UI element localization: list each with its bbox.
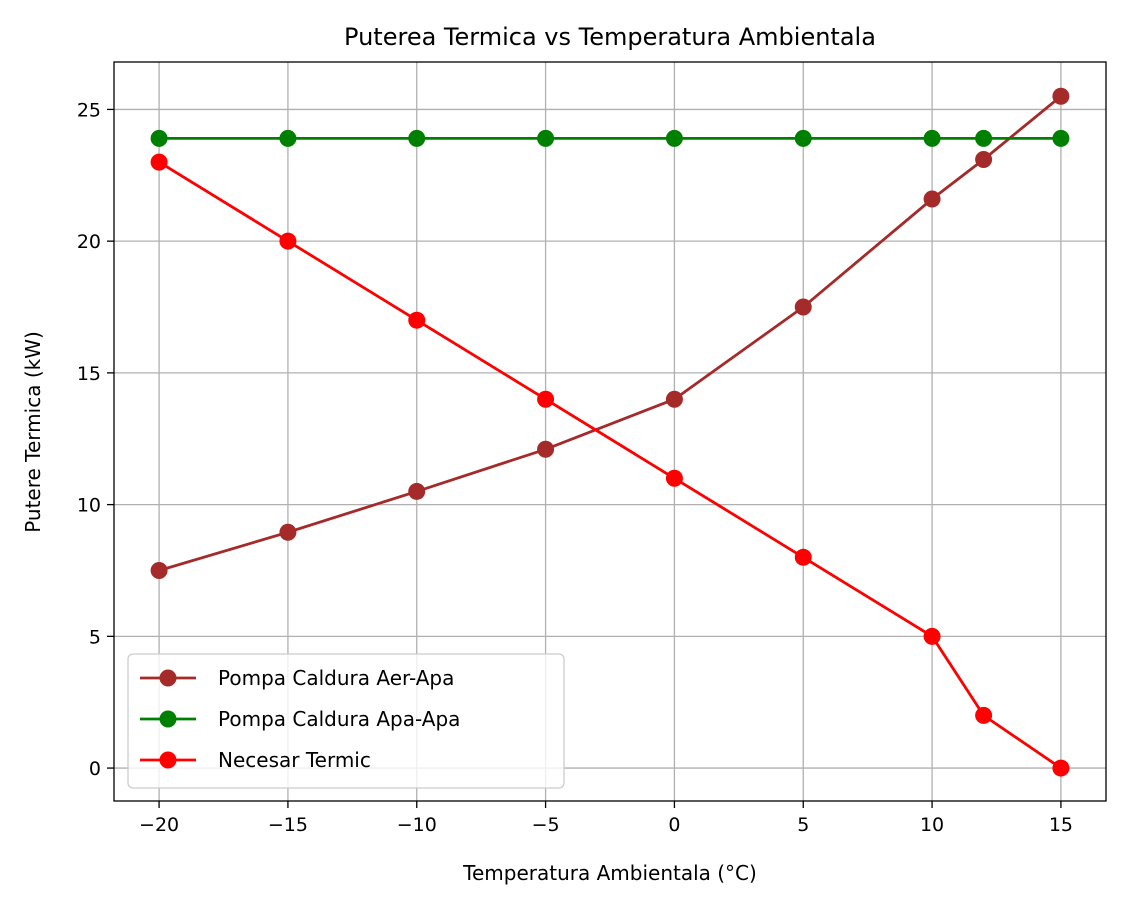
data-point [408, 311, 426, 329]
x-axis-label: Temperatura Ambientala (°C) [462, 861, 757, 885]
x-tick-label: −10 [397, 814, 437, 836]
legend: Pompa Caldura Aer-Apa Pompa Caldura Apa-A… [127, 653, 565, 789]
data-point [408, 129, 426, 147]
data-point [537, 129, 555, 147]
data-point [279, 523, 297, 541]
data-point [794, 129, 812, 147]
data-point [975, 706, 993, 724]
x-tick-label: 10 [920, 814, 944, 836]
y-tick-label: 25 [77, 99, 101, 121]
data-point [665, 390, 683, 408]
x-tick-label: 0 [668, 814, 680, 836]
data-point [1052, 129, 1070, 147]
y-tick-label: 20 [77, 231, 101, 253]
y-axis-label: Putere Termica (kW) [21, 331, 45, 533]
ticks: −20 −15 −10 −5 0 5 10 15 0 5 10 15 20 25 [77, 99, 1073, 836]
y-tick-label: 5 [89, 626, 101, 648]
legend-marker [159, 751, 177, 769]
x-tick-label: −20 [139, 814, 179, 836]
data-point [923, 190, 941, 208]
data-point [408, 482, 426, 500]
x-tick-label: 15 [1049, 814, 1073, 836]
data-point [1052, 759, 1070, 777]
data-point [1052, 87, 1070, 105]
data-point [665, 469, 683, 487]
data-point [150, 153, 168, 171]
data-point [923, 129, 941, 147]
data-point [975, 129, 993, 147]
data-point [537, 390, 555, 408]
grid [114, 62, 1106, 801]
x-tick-label: 5 [797, 814, 809, 836]
chart-title: Puterea Termica vs Temperatura Ambiental… [344, 23, 876, 51]
legend-label: Pompa Caldura Aer-Apa [218, 666, 454, 690]
series-0 [150, 87, 1070, 579]
legend-label: Pompa Caldura Apa-Apa [218, 707, 460, 731]
data-point [975, 150, 993, 168]
y-tick-label: 10 [77, 495, 101, 517]
plot-frame [113, 61, 1107, 802]
data-point [150, 561, 168, 579]
series-group [150, 87, 1070, 777]
data-point [665, 129, 683, 147]
data-point [150, 129, 168, 147]
legend-label: Necesar Termic [218, 748, 371, 772]
data-point [794, 298, 812, 316]
x-tick-label: −5 [532, 814, 560, 836]
y-tick-label: 0 [89, 758, 101, 780]
legend-marker [159, 710, 177, 728]
series-line [158, 95, 1062, 572]
legend-box [127, 653, 565, 789]
data-point [537, 440, 555, 458]
y-tick-label: 15 [77, 363, 101, 385]
series-1 [150, 129, 1070, 147]
data-point [279, 129, 297, 147]
x-tick-label: −15 [268, 814, 308, 836]
data-point [923, 627, 941, 645]
legend-marker [159, 669, 177, 687]
data-point [794, 548, 812, 566]
series-2 [150, 153, 1070, 777]
data-point [279, 232, 297, 250]
